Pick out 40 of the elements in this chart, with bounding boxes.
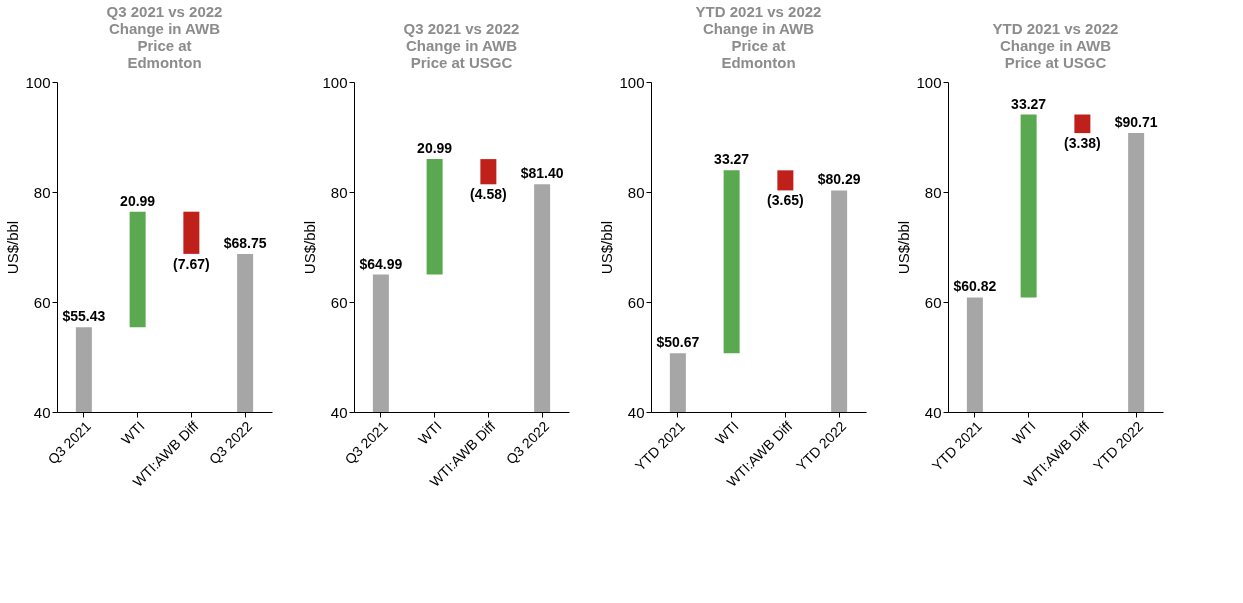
data-label: 33.27 xyxy=(1011,95,1047,112)
y-tick-label: 60 xyxy=(330,293,348,311)
data-label: $64.99 xyxy=(359,255,403,272)
y-tick-label: 40 xyxy=(924,403,942,421)
chart-title: Q3 2021 vs 2022 Change in AWB Price at USGC xyxy=(403,20,520,71)
y-tick-label: 40 xyxy=(330,403,348,421)
data-label: (3.38) xyxy=(1064,135,1101,152)
y-axis-title: US$/bbl xyxy=(598,220,616,275)
y-tick-label: 100 xyxy=(25,73,51,91)
y-tick-label: 80 xyxy=(627,183,645,201)
y-tick-label: 100 xyxy=(619,73,645,91)
data-label: 20.99 xyxy=(120,192,156,209)
y-tick-label: 80 xyxy=(33,183,51,201)
data-label: (7.67) xyxy=(173,255,210,272)
y-axis-title: US$/bbl xyxy=(301,220,319,275)
y-tick-label: 60 xyxy=(924,293,942,311)
data-label: (4.58) xyxy=(470,186,507,203)
y-axis-title: US$/bbl xyxy=(4,220,22,275)
y-tick-label: 80 xyxy=(924,183,942,201)
chart-title: YTD 2021 vs 2022 Change in AWB Price at USGC xyxy=(992,20,1119,71)
data-label: $80.29 xyxy=(817,171,861,188)
y-tick-label: 100 xyxy=(322,73,348,91)
y-axis-title: US$/bbl xyxy=(895,220,913,275)
data-label: $90.71 xyxy=(1114,114,1158,131)
data-label: 33.27 xyxy=(714,151,750,168)
y-tick-label: 80 xyxy=(330,183,348,201)
data-label: $50.67 xyxy=(656,334,700,351)
data-label: 20.99 xyxy=(417,140,453,157)
data-label: $55.43 xyxy=(62,308,106,325)
data-label: (3.65) xyxy=(767,192,804,209)
chart-title: YTD 2021 vs 2022 Change in AWB Price at Edmonton xyxy=(695,3,822,71)
y-tick-label: 40 xyxy=(33,403,51,421)
y-tick-label: 60 xyxy=(627,293,645,311)
chart-title: Q3 2021 vs 2022 Change in AWB Price at Edmonton xyxy=(106,3,223,71)
y-tick-label: 60 xyxy=(33,293,51,311)
y-tick-label: 100 xyxy=(916,73,942,91)
data-label: $60.82 xyxy=(953,278,997,295)
data-label: $81.40 xyxy=(520,165,564,182)
data-label: $68.75 xyxy=(223,234,267,251)
y-tick-label: 40 xyxy=(627,403,645,421)
